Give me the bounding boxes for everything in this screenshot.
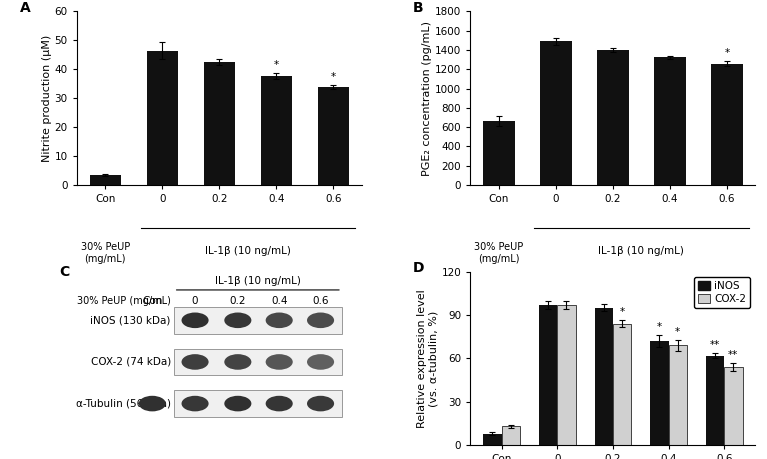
Ellipse shape <box>224 396 252 411</box>
FancyBboxPatch shape <box>173 348 342 375</box>
Bar <box>540 41 571 185</box>
Ellipse shape <box>265 313 293 328</box>
Text: 0: 0 <box>192 296 199 306</box>
Text: IL-1β (10 ng/mL): IL-1β (10 ng/mL) <box>205 246 291 256</box>
Bar <box>650 341 669 445</box>
Ellipse shape <box>139 396 166 411</box>
Bar <box>146 50 178 185</box>
Ellipse shape <box>265 354 293 370</box>
Text: COX-2 (74 kDa): COX-2 (74 kDa) <box>91 357 171 367</box>
Text: D: D <box>413 261 425 275</box>
Text: C: C <box>60 265 70 279</box>
Bar <box>594 308 613 445</box>
Bar <box>203 62 235 185</box>
Y-axis label: Nitrite production (μM): Nitrite production (μM) <box>41 34 51 162</box>
Text: **: ** <box>728 350 739 360</box>
Bar <box>724 367 742 445</box>
Bar <box>711 63 742 185</box>
Y-axis label: Relative expression level
(vs. α-tubulin, %): Relative expression level (vs. α-tubulin… <box>417 289 439 428</box>
Bar <box>318 87 349 185</box>
Bar <box>539 305 558 445</box>
Ellipse shape <box>182 396 209 411</box>
Text: B: B <box>413 1 424 15</box>
Bar <box>654 57 686 185</box>
Bar <box>613 324 631 445</box>
Text: *: * <box>620 307 624 317</box>
Legend: iNOS, COX-2: iNOS, COX-2 <box>694 277 750 308</box>
Y-axis label: PGE₂ concentration (pg/mL): PGE₂ concentration (pg/mL) <box>422 21 433 176</box>
Ellipse shape <box>182 313 209 328</box>
Bar <box>261 76 292 185</box>
Text: 0.2: 0.2 <box>229 296 246 306</box>
Text: iNOS (130 kDa): iNOS (130 kDa) <box>91 315 171 325</box>
Text: *: * <box>331 72 336 82</box>
Ellipse shape <box>307 354 334 370</box>
Ellipse shape <box>265 396 293 411</box>
Text: 0.6: 0.6 <box>312 296 329 306</box>
Bar <box>483 121 515 185</box>
Text: *: * <box>724 48 729 58</box>
Text: *: * <box>675 327 680 337</box>
Text: *: * <box>274 60 279 70</box>
Text: A: A <box>20 1 31 15</box>
Bar <box>597 50 629 185</box>
Text: 30% PeUP (mg/mL): 30% PeUP (mg/mL) <box>77 296 170 306</box>
Bar <box>90 175 121 185</box>
Bar <box>558 305 575 445</box>
Text: α-Tubulin (56 kDa): α-Tubulin (56 kDa) <box>76 398 171 409</box>
Bar <box>706 356 724 445</box>
Bar <box>483 434 502 445</box>
FancyBboxPatch shape <box>173 390 342 417</box>
Text: Con: Con <box>142 296 163 306</box>
Text: IL-1β (10 ng/mL): IL-1β (10 ng/mL) <box>215 275 301 285</box>
Text: 0.4: 0.4 <box>271 296 288 306</box>
Ellipse shape <box>224 354 252 370</box>
Bar <box>502 426 520 445</box>
Ellipse shape <box>307 396 334 411</box>
FancyBboxPatch shape <box>173 307 342 334</box>
Text: *: * <box>657 322 662 332</box>
Ellipse shape <box>224 313 252 328</box>
Text: **: ** <box>710 340 720 350</box>
Text: 30% PeUP
(mg/mL): 30% PeUP (mg/mL) <box>474 242 524 264</box>
Text: 30% PeUP
(mg/mL): 30% PeUP (mg/mL) <box>81 242 130 264</box>
Text: IL-1β (10 ng/mL): IL-1β (10 ng/mL) <box>598 246 684 256</box>
Ellipse shape <box>307 313 334 328</box>
Bar <box>669 346 687 445</box>
Ellipse shape <box>182 354 209 370</box>
